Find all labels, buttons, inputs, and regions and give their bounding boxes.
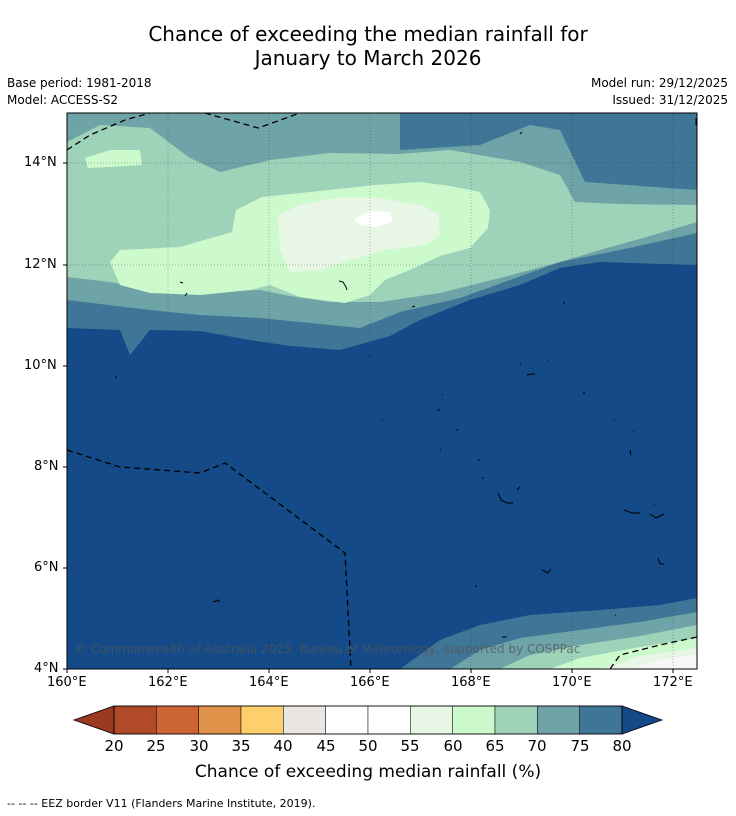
colorbar-cell bbox=[537, 705, 580, 735]
colorbar-over-arrow bbox=[621, 705, 664, 735]
axis-ticks bbox=[63, 162, 674, 673]
colorbar-tick: 70 bbox=[527, 737, 547, 755]
colorbar-cell bbox=[410, 705, 453, 735]
colorbar-under-arrow bbox=[72, 705, 115, 735]
colorbar-tick: 80 bbox=[612, 737, 632, 755]
colorbar-cell bbox=[240, 705, 284, 735]
colorbar bbox=[72, 705, 664, 735]
contour-60-65-nw-patch bbox=[85, 150, 142, 168]
colorbar-cell bbox=[198, 705, 242, 735]
colorbar-frame bbox=[113, 705, 623, 735]
eez-borders bbox=[67, 113, 697, 669]
colorbar-tick: 30 bbox=[189, 737, 209, 755]
x-tick-label: 168°E bbox=[451, 675, 491, 690]
colorbar-tick: 60 bbox=[443, 737, 463, 755]
colorbar-tick: 45 bbox=[316, 737, 336, 755]
y-tick-label: 10°N bbox=[24, 358, 57, 373]
colorbar-cell bbox=[156, 705, 199, 735]
x-tick-label: 162°E bbox=[148, 675, 188, 690]
x-tick-label: 166°E bbox=[350, 675, 390, 690]
colorbar-tick: 25 bbox=[146, 737, 166, 755]
colorbar-tick: 55 bbox=[400, 737, 420, 755]
contour-50-55-north bbox=[354, 211, 393, 227]
colorbar-cell bbox=[494, 705, 538, 735]
y-tick-label: 4°N bbox=[34, 661, 59, 676]
colorbar-tick: 40 bbox=[273, 737, 293, 755]
contour-65-70-west-patch bbox=[67, 197, 79, 223]
colorbar-tick: 75 bbox=[570, 737, 590, 755]
y-tick-label: 6°N bbox=[34, 560, 59, 575]
y-tick-label: 14°N bbox=[24, 155, 57, 170]
gridlines bbox=[67, 113, 697, 669]
colorbar-tick: 65 bbox=[485, 737, 505, 755]
colorbar-cells bbox=[113, 705, 623, 735]
colorbar-tick: 50 bbox=[358, 737, 378, 755]
map-frame bbox=[66, 112, 698, 670]
colorbar-cell bbox=[283, 705, 326, 735]
islands bbox=[115, 118, 697, 638]
colorbar-tick: 35 bbox=[231, 737, 251, 755]
colorbar-cell bbox=[452, 705, 496, 735]
colorbar-cell bbox=[579, 705, 623, 735]
colorbar-cell bbox=[113, 705, 157, 735]
base-period-label: Base period: 1981-2018 bbox=[7, 76, 152, 90]
x-tick-label: 160°E bbox=[47, 675, 87, 690]
contour-45-50-southeast bbox=[630, 655, 697, 669]
colorbar-tick: 20 bbox=[104, 737, 124, 755]
colorbar-cell bbox=[325, 705, 369, 735]
x-tick-label: 172°E bbox=[653, 675, 693, 690]
chart-title-line1: Chance of exceeding the median rainfall … bbox=[148, 22, 588, 46]
model-run-label: Model run: 29/12/2025 bbox=[590, 76, 728, 90]
contour-55-60-north bbox=[278, 197, 440, 272]
x-tick-label: 164°E bbox=[249, 675, 289, 690]
copyright-text: © Commonwealth of Australia 2025, Bureau… bbox=[75, 642, 580, 656]
x-tick-label: 170°E bbox=[552, 675, 592, 690]
chart-title-line2: January to March 2026 bbox=[254, 46, 482, 70]
eez-footnote: -- -- -- EEZ border V11 (Flanders Marine… bbox=[7, 797, 316, 810]
colorbar-cell bbox=[367, 705, 411, 735]
colorbar-title: Chance of exceeding median rainfall (%) bbox=[194, 762, 542, 782]
issued-label: Issued: 31/12/2025 bbox=[612, 93, 728, 107]
y-tick-label: 12°N bbox=[24, 257, 57, 272]
model-label: Model: ACCESS-S2 bbox=[7, 93, 119, 107]
map-plot-area: © Commonwealth of Australia 2025, Bureau… bbox=[67, 113, 697, 669]
y-tick-label: 8°N bbox=[34, 459, 59, 474]
